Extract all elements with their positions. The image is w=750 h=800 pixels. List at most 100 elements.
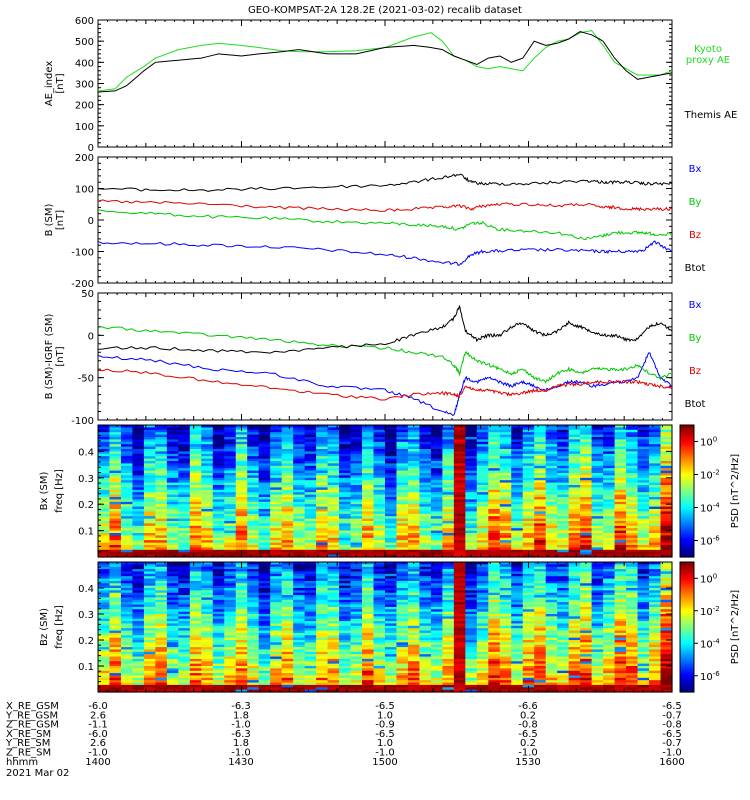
spectrogram-cell bbox=[235, 525, 248, 529]
spectrogram-cell bbox=[373, 689, 386, 693]
spectrogram-cell bbox=[339, 666, 352, 669]
spectrogram-cell bbox=[212, 597, 225, 601]
spectrogram-cell bbox=[132, 552, 145, 556]
spectrogram-cell bbox=[293, 564, 306, 568]
spectrogram-cell bbox=[419, 535, 432, 539]
spectrogram-cell bbox=[293, 585, 306, 589]
spectrogram-cell bbox=[339, 680, 352, 684]
spectrogram-cell bbox=[350, 649, 363, 653]
spectrogram-cell bbox=[396, 542, 409, 546]
spectrogram-cell bbox=[316, 509, 329, 512]
spectrogram-cell bbox=[350, 569, 363, 573]
spectrogram-cell bbox=[373, 623, 386, 627]
spectrogram-cell bbox=[201, 682, 214, 686]
spectrogram-cell bbox=[603, 521, 616, 524]
spectrogram-cell bbox=[430, 480, 443, 484]
spectrogram-cell bbox=[189, 614, 202, 617]
spectrogram-cell bbox=[637, 542, 650, 546]
spectrogram-cell bbox=[178, 635, 191, 639]
spectrogram-cell bbox=[649, 446, 662, 450]
spectrogram-cell bbox=[201, 602, 214, 606]
spectrogram-cell bbox=[166, 537, 179, 541]
spectrogram-cell bbox=[293, 549, 306, 553]
spectrogram-cell bbox=[637, 521, 650, 524]
spectrogram-cell bbox=[385, 614, 398, 617]
spectrogram-cell bbox=[178, 441, 191, 445]
spectrogram-cell bbox=[178, 590, 191, 594]
spectrogram-cell bbox=[258, 525, 271, 529]
spectrogram-cell bbox=[316, 475, 329, 479]
spectrogram-cell bbox=[637, 480, 650, 484]
spectrogram-cell bbox=[603, 506, 616, 510]
spectrogram-cell bbox=[258, 689, 271, 693]
spectrogram-cell bbox=[109, 647, 122, 651]
spectrogram-cell bbox=[178, 492, 191, 496]
spectrogram-cell bbox=[224, 682, 237, 686]
spectrogram-cell bbox=[293, 597, 306, 601]
spectrogram-cell bbox=[132, 480, 145, 484]
spectrogram-cell bbox=[499, 530, 512, 534]
spectrogram-cell bbox=[270, 673, 283, 677]
spectrogram-cell bbox=[270, 590, 283, 594]
spectrogram-cell bbox=[235, 449, 248, 452]
spectrogram-cell bbox=[557, 473, 570, 476]
spectrogram-cell bbox=[166, 542, 179, 546]
spectrogram-cell bbox=[304, 473, 317, 476]
spectrogram-cell bbox=[143, 606, 156, 610]
spectrogram-cell bbox=[235, 661, 248, 665]
spectrogram-cell bbox=[247, 487, 260, 491]
spectrogram-cell bbox=[385, 628, 398, 632]
spectrogram-cell bbox=[373, 573, 386, 577]
spectrogram-cell bbox=[637, 504, 650, 508]
spectrogram-cell bbox=[178, 470, 191, 474]
spectrogram-cell bbox=[373, 647, 386, 651]
spectrogram-cell bbox=[430, 465, 443, 469]
spectrogram-cell bbox=[649, 434, 662, 438]
spectrogram-cell bbox=[385, 571, 398, 575]
spectrogram-cell bbox=[178, 547, 191, 551]
spectrogram-cell bbox=[419, 444, 432, 448]
colorbar-segment bbox=[680, 524, 694, 527]
spectrogram-cell bbox=[247, 545, 260, 548]
spectrogram-cell bbox=[557, 475, 570, 479]
spectrogram-cell bbox=[362, 437, 375, 440]
spectrogram-cell bbox=[385, 611, 398, 615]
spectrogram-cell bbox=[419, 487, 432, 491]
spectrogram-cell bbox=[534, 485, 547, 488]
spectrogram-cell bbox=[407, 485, 421, 488]
spectrogram-cell bbox=[591, 511, 604, 515]
spectrogram-cell bbox=[522, 429, 535, 433]
spectrogram-cell bbox=[281, 523, 294, 527]
spectrogram-cell bbox=[522, 475, 535, 479]
spectrogram-cell bbox=[143, 494, 156, 498]
spectrogram-cell bbox=[143, 499, 156, 503]
spectrogram-cell bbox=[453, 545, 466, 548]
spectrogram-cell bbox=[568, 444, 581, 448]
spectrogram-cell bbox=[327, 668, 340, 672]
spectrogram-cell bbox=[373, 564, 386, 568]
spectrogram-cell bbox=[407, 501, 421, 505]
spectrogram-cell bbox=[212, 569, 225, 573]
spectrogram-cell bbox=[201, 599, 214, 603]
spectrogram-cell bbox=[258, 533, 271, 536]
spectrogram-cell bbox=[385, 461, 398, 464]
spectrogram-cell bbox=[430, 453, 443, 457]
spectrogram-cell bbox=[385, 451, 398, 455]
spectrogram-cell bbox=[339, 595, 352, 599]
spectrogram-cell bbox=[132, 616, 145, 620]
spectrogram-cell bbox=[166, 635, 179, 639]
spectrogram-cell bbox=[143, 604, 156, 608]
spectrogram-cell bbox=[304, 477, 317, 481]
spectrogram-cell bbox=[189, 516, 202, 520]
spectrogram-cell bbox=[304, 658, 317, 662]
spectrogram-cell bbox=[614, 511, 627, 515]
spectrogram-cell bbox=[396, 453, 409, 457]
spectrogram-cell bbox=[155, 635, 168, 639]
spectrogram-cell bbox=[430, 506, 443, 510]
spectrogram-cell bbox=[545, 528, 558, 532]
spectrogram-cell bbox=[327, 625, 340, 629]
spectrogram-cell bbox=[419, 439, 432, 443]
spectrogram-cell bbox=[327, 451, 340, 455]
spectrogram-cell bbox=[258, 480, 271, 484]
spectrogram-cell bbox=[98, 611, 111, 615]
